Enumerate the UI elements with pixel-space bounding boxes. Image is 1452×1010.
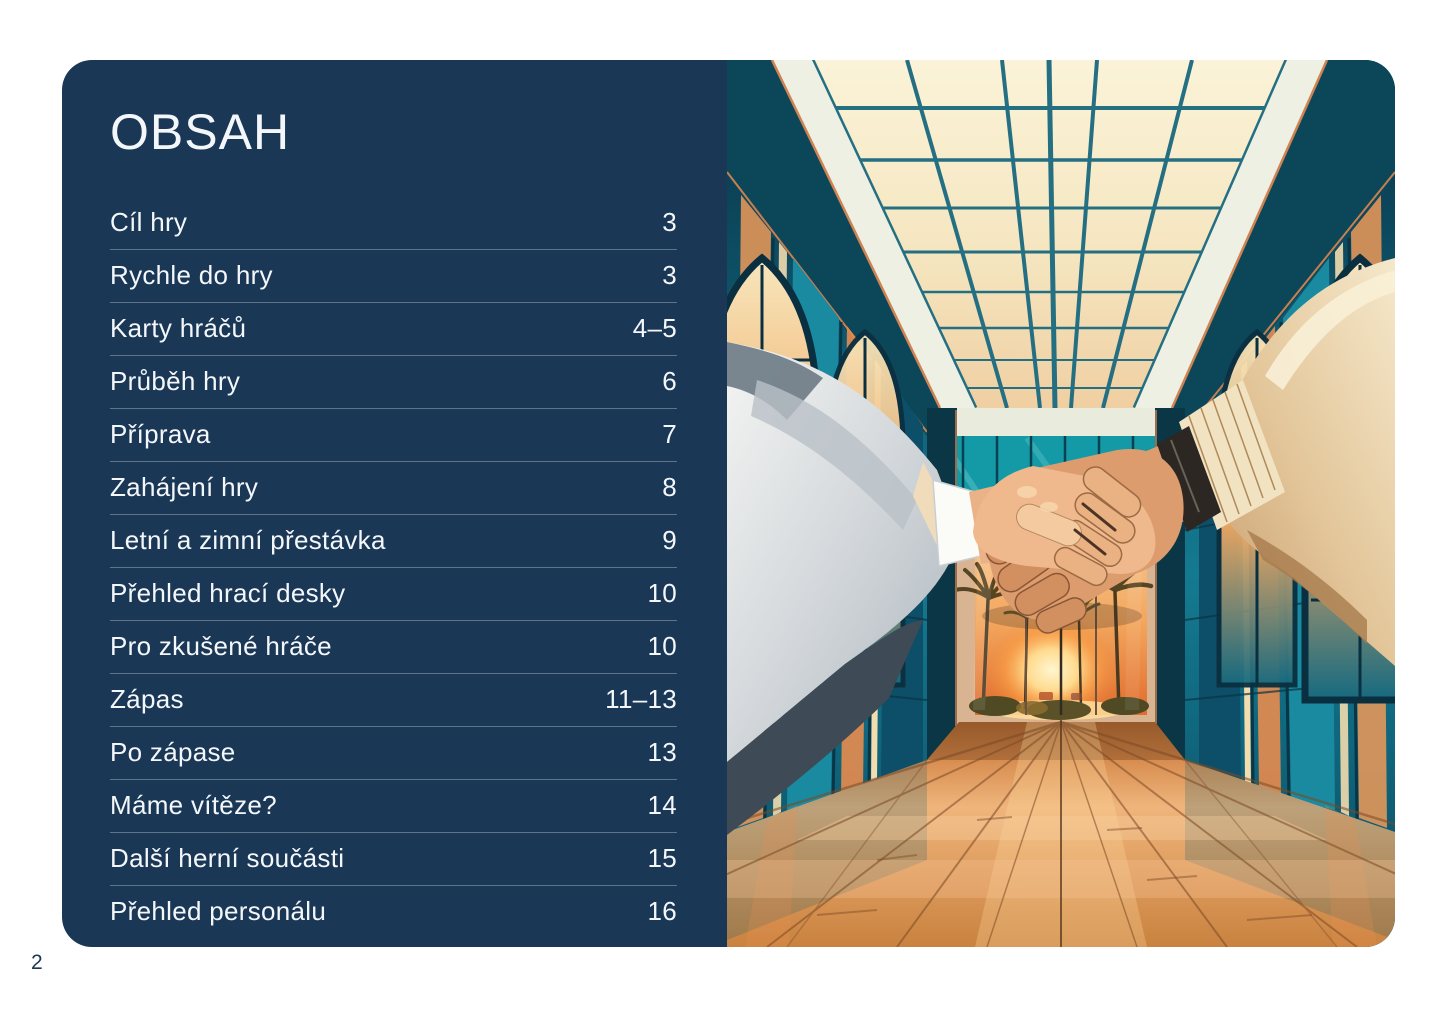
toc-item-page-number: 10 [647, 578, 677, 608]
toc-list: Cíl hry 3 Rychle do hry 3 Karty hráčů 4–… [110, 197, 677, 938]
toc-item-page-number: 15 [647, 843, 677, 873]
toc-item: Průběh hry 6 [110, 356, 677, 409]
toc-item-page-number: 11–13 [605, 684, 677, 714]
toc-item: Zahájení hry 8 [110, 462, 677, 515]
toc-item: Rychle do hry 3 [110, 250, 677, 303]
page-title: OBSAH [110, 104, 291, 160]
toc-item-label: Karty hráčů [110, 313, 247, 343]
page-number: 2 [31, 951, 43, 974]
toc-item: Karty hráčů 4–5 [110, 303, 677, 356]
toc-item-page-number: 9 [662, 525, 677, 555]
toc-item-page-number: 7 [662, 419, 677, 449]
content-card: OBSAH Cíl hry 3 Rychle do hry 3 Karty hr… [62, 60, 1395, 947]
toc-item-label: Průběh hry [110, 366, 241, 396]
toc-item-label: Cíl hry [110, 207, 188, 237]
toc-item-page-number: 10 [647, 631, 677, 661]
toc-item-label: Další herní součásti [110, 843, 345, 873]
toc-item-label: Zápas [110, 684, 184, 714]
toc-item: Pro zkušené hráče 10 [110, 621, 677, 674]
toc-item-label: Zahájení hry [110, 472, 259, 502]
toc-item: Zápas 11–13 [110, 674, 677, 727]
toc-item-page-number: 6 [662, 366, 677, 396]
toc-item-page-number: 14 [647, 790, 677, 820]
toc-item-label: Máme vítěze? [110, 790, 277, 820]
toc-item: Letní a zimní přestávka 9 [110, 515, 677, 568]
handshake-illustration [727, 60, 1395, 947]
toc-item-label: Pro zkušené hráče [110, 631, 332, 661]
toc-item-page-number: 3 [662, 260, 677, 290]
toc-item-label: Přehled hrací desky [110, 578, 346, 608]
toc-item: Máme vítěze? 14 [110, 780, 677, 833]
toc-item-page-number: 16 [647, 896, 677, 926]
toc-item-label: Letní a zimní přestávka [110, 525, 386, 555]
toc-item-page-number: 13 [647, 737, 677, 767]
toc-item-label: Příprava [110, 419, 211, 449]
toc-item-label: Přehled personálu [110, 896, 327, 926]
toc-item: Přehled personálu 16 [110, 886, 677, 938]
toc-item: Přehled hrací desky 10 [110, 568, 677, 621]
toc-item: Po zápase 13 [110, 727, 677, 780]
handshake-illustration-svg [727, 60, 1395, 947]
toc-item-page-number: 8 [662, 472, 677, 502]
toc-item-page-number: 4–5 [632, 313, 677, 343]
toc-item: Cíl hry 3 [110, 197, 677, 250]
toc-item: Příprava 7 [110, 409, 677, 462]
toc-item-label: Po zápase [110, 737, 236, 767]
toc-item-label: Rychle do hry [110, 260, 273, 290]
toc-item: Další herní součásti 15 [110, 833, 677, 886]
toc-panel: OBSAH Cíl hry 3 Rychle do hry 3 Karty hr… [62, 60, 727, 947]
toc-item-page-number: 3 [662, 207, 677, 237]
